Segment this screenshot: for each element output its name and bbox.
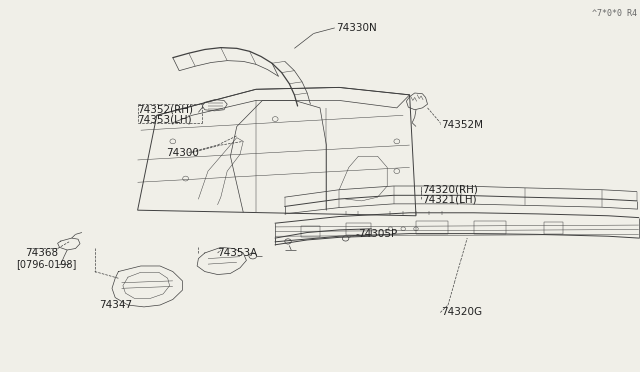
Text: 74368: 74368	[26, 248, 59, 258]
Text: 74305P: 74305P	[358, 230, 397, 239]
Text: 74320(RH): 74320(RH)	[422, 185, 478, 195]
Text: 74300: 74300	[166, 148, 199, 157]
Text: ^7*0*0 R4: ^7*0*0 R4	[592, 9, 637, 17]
Text: 74347: 74347	[99, 300, 132, 310]
Text: 74353(LH): 74353(LH)	[138, 114, 192, 124]
Text: 74352(RH): 74352(RH)	[138, 105, 193, 115]
Text: 74353A: 74353A	[218, 248, 258, 258]
Text: 74321(LH): 74321(LH)	[422, 194, 477, 204]
Text: 74330N: 74330N	[336, 23, 377, 33]
Text: [0796-0198]: [0796-0198]	[16, 259, 76, 269]
Text: 74352M: 74352M	[442, 120, 484, 129]
Text: 74320G: 74320G	[442, 308, 483, 317]
